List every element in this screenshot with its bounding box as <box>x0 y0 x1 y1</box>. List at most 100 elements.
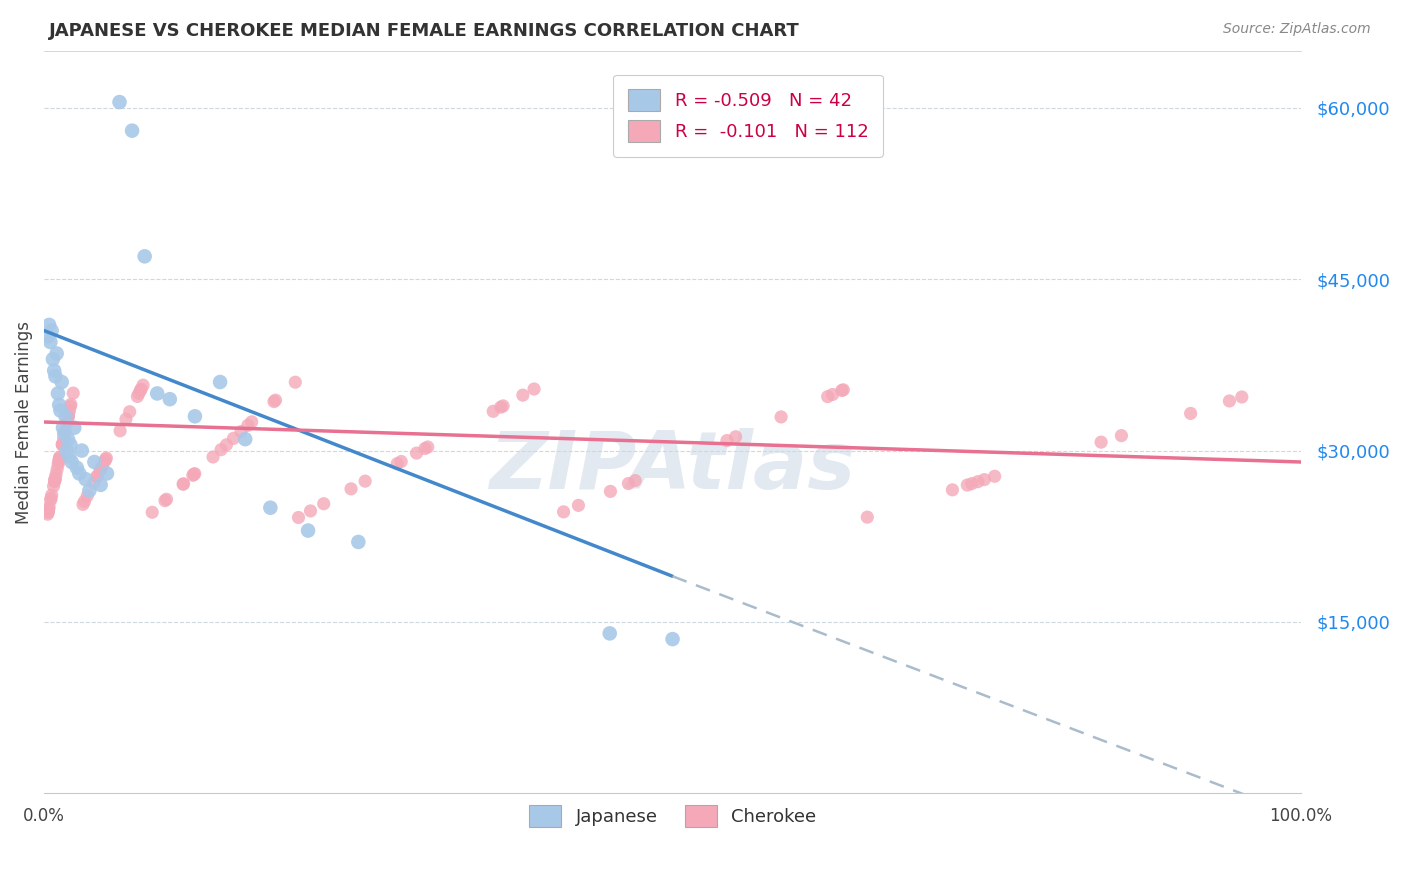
Point <box>941 483 963 497</box>
Point <box>128 386 150 401</box>
Point <box>45 346 67 360</box>
Point <box>51 437 73 451</box>
Text: Source: ZipAtlas.com: Source: ZipAtlas.com <box>1223 22 1371 37</box>
Point <box>121 123 143 137</box>
Point <box>553 505 575 519</box>
Point <box>94 452 117 467</box>
Point <box>108 95 131 109</box>
Point <box>49 403 72 417</box>
Point <box>413 442 436 456</box>
Y-axis label: Median Female Earnings: Median Female Earnings <box>15 320 32 524</box>
Point <box>59 400 82 414</box>
Point <box>209 442 232 457</box>
Point <box>56 416 79 430</box>
Point <box>58 404 80 418</box>
Point <box>287 510 309 524</box>
Point <box>347 535 370 549</box>
Point <box>90 478 112 492</box>
Point <box>62 386 84 401</box>
Point <box>83 455 105 469</box>
Point <box>624 474 647 488</box>
Point <box>86 469 108 483</box>
Point <box>58 409 80 424</box>
Point <box>52 432 75 446</box>
Point <box>86 469 108 483</box>
Point <box>59 397 82 411</box>
Point <box>37 504 59 518</box>
Point <box>73 494 96 508</box>
Point <box>983 469 1005 483</box>
Point <box>89 464 111 478</box>
Point <box>56 432 79 446</box>
Text: ZIPAtlas: ZIPAtlas <box>489 427 856 506</box>
Point <box>209 375 232 389</box>
Text: JAPANESE VS CHEROKEE MEDIAN FEMALE EARNINGS CORRELATION CHART: JAPANESE VS CHEROKEE MEDIAN FEMALE EARNI… <box>49 22 800 40</box>
Point <box>39 493 62 508</box>
Point <box>1218 394 1240 409</box>
Point <box>240 415 263 429</box>
Point <box>263 394 285 409</box>
Point <box>661 632 683 646</box>
Point <box>58 450 80 464</box>
Point <box>222 431 245 445</box>
Point <box>967 475 990 489</box>
Point <box>59 438 82 452</box>
Point <box>72 497 94 511</box>
Point <box>79 483 101 498</box>
Point <box>389 454 412 468</box>
Point <box>44 369 66 384</box>
Point <box>44 363 66 377</box>
Point <box>44 471 66 485</box>
Point <box>51 438 73 452</box>
Point <box>181 468 204 483</box>
Point <box>229 425 252 439</box>
Point <box>46 386 69 401</box>
Point <box>236 418 259 433</box>
Point <box>41 324 63 338</box>
Point <box>492 399 515 413</box>
Point <box>37 329 59 343</box>
Point <box>41 488 63 502</box>
Point <box>832 383 855 397</box>
Point <box>96 451 118 466</box>
Point <box>405 446 427 460</box>
Point <box>183 467 205 482</box>
Point <box>821 387 844 401</box>
Point <box>482 404 505 418</box>
Point <box>46 462 69 476</box>
Point <box>183 467 205 481</box>
Point <box>46 457 69 471</box>
Point <box>48 453 70 467</box>
Point <box>38 500 60 515</box>
Point <box>1180 406 1202 420</box>
Point <box>387 457 409 471</box>
Point <box>716 434 738 448</box>
Point <box>108 424 131 438</box>
Point <box>297 524 319 538</box>
Point <box>37 503 59 517</box>
Point <box>153 493 176 508</box>
Point <box>37 507 59 521</box>
Point <box>1090 435 1112 450</box>
Point <box>512 388 534 402</box>
Legend: Japanese, Cherokee: Japanese, Cherokee <box>519 797 825 837</box>
Point <box>831 384 853 398</box>
Point <box>523 382 546 396</box>
Point <box>115 412 138 426</box>
Point <box>93 454 115 468</box>
Point <box>70 443 93 458</box>
Point <box>39 334 62 349</box>
Point <box>53 426 76 441</box>
Point <box>215 438 238 452</box>
Point <box>617 476 640 491</box>
Point <box>58 409 80 424</box>
Point <box>55 443 77 458</box>
Point <box>44 472 66 486</box>
Point <box>55 409 77 424</box>
Point <box>134 249 156 263</box>
Point <box>91 459 114 474</box>
Point <box>770 409 793 424</box>
Point <box>146 386 169 401</box>
Point <box>724 430 747 444</box>
Point <box>48 451 70 466</box>
